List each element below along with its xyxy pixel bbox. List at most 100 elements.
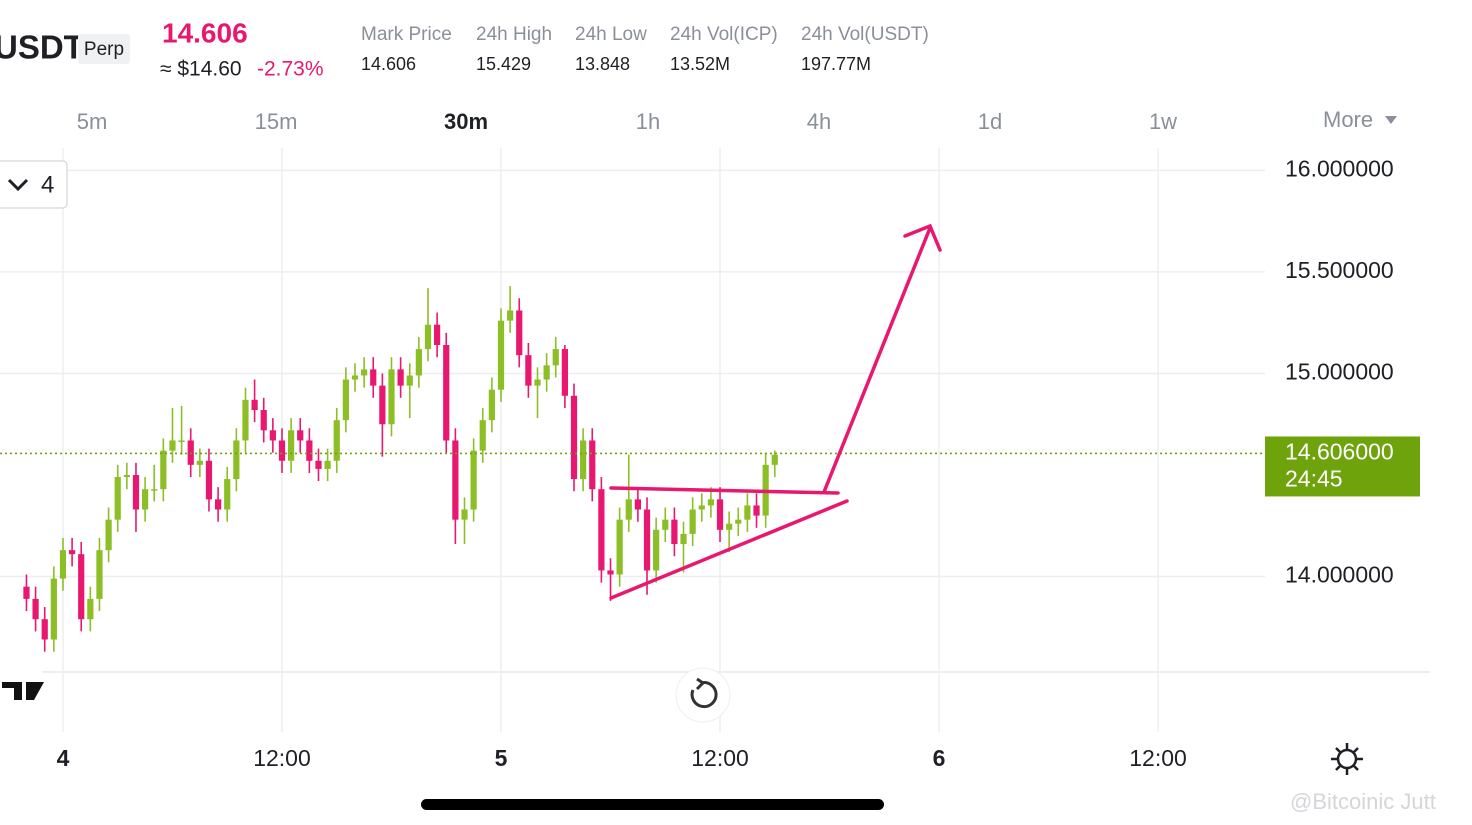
- y-tick-label: 16.000000: [1285, 155, 1394, 181]
- approx-price: ≈ $14.60: [160, 58, 242, 81]
- candle-body: [306, 440, 313, 461]
- candle-body: [361, 369, 368, 376]
- candle-body: [443, 345, 450, 441]
- stat-label: 24h High: [476, 24, 552, 45]
- candle-body: [479, 420, 486, 451]
- timeframe[interactable]: 5m: [77, 109, 108, 134]
- candle-body: [707, 499, 714, 506]
- candle-body: [771, 454, 778, 465]
- candle-body: [224, 479, 231, 510]
- candle-body: [689, 509, 696, 534]
- candle-body: [552, 349, 559, 366]
- timeframe[interactable]: 15m: [255, 109, 298, 134]
- stat-label: 24h Vol(ICP): [670, 24, 778, 45]
- candle-body: [68, 550, 76, 555]
- stat-label: 24h Vol(USDT): [801, 24, 929, 45]
- candle-body: [388, 369, 395, 425]
- contract: Perp: [84, 39, 124, 60]
- timeframe[interactable]: 1w: [1149, 109, 1177, 134]
- candle-body: [735, 519, 742, 524]
- candle-body: [680, 533, 687, 545]
- candle-body: [543, 365, 550, 380]
- candle-body: [415, 349, 422, 376]
- candle-body: [333, 420, 340, 461]
- candle-body: [123, 474, 130, 478]
- x-tick-label: 12:00: [253, 745, 311, 771]
- candle-body: [370, 369, 377, 386]
- candle-body: [434, 324, 441, 346]
- candle-body: [105, 519, 112, 551]
- settings-icon[interactable]: [1336, 748, 1358, 770]
- candle-body: [634, 499, 641, 510]
- stats: Mark Price 14.606 24h High 15.429 24h Low 13.…: [361, 24, 929, 74]
- replay-arrow: [695, 677, 706, 691]
- timeframes: 5m 15m 30m 1h 4h 1d 1w: [77, 109, 1177, 134]
- stat-value: 14.606: [361, 54, 416, 74]
- candle-body: [23, 586, 30, 599]
- stat-label: Mark Price: [361, 24, 452, 45]
- perp-badge: [78, 34, 130, 64]
- indicator-dropdown[interactable]: [0, 160, 68, 209]
- arrow-head: [903, 223, 942, 252]
- candle-body: [625, 499, 632, 520]
- candle-body: [470, 450, 477, 510]
- candle-body: [196, 460, 203, 465]
- candle-body: [653, 529, 660, 571]
- more-caret: [1385, 116, 1397, 124]
- candle-body: [78, 554, 85, 620]
- chevron: [7, 178, 29, 192]
- x-tick-label: 4: [57, 745, 70, 771]
- candle-body: [251, 399, 258, 410]
- stat-value: 13.52M: [670, 54, 730, 74]
- candle-body: [452, 440, 459, 520]
- candle-body: [607, 570, 614, 575]
- candle-body: [342, 379, 349, 421]
- candle-body: [114, 477, 121, 520]
- arrow-shaft: [822, 226, 932, 494]
- candle-body: [698, 505, 705, 510]
- change: -2.73%: [257, 58, 324, 81]
- more[interactable]: More: [1323, 107, 1373, 132]
- timeframe[interactable]: 30m: [444, 109, 488, 134]
- timeframe[interactable]: 1h: [636, 109, 660, 134]
- stat-value: 13.848: [575, 54, 630, 74]
- candle-body: [132, 474, 140, 510]
- candle-body: [726, 523, 733, 530]
- x-tick-label: 5: [495, 745, 508, 771]
- candle-body: [497, 320, 505, 390]
- candle-body: [324, 460, 331, 469]
- candle-body: [525, 355, 532, 386]
- candle-body: [278, 440, 286, 461]
- candle-body: [96, 550, 103, 599]
- countdown: 24:45: [1285, 466, 1343, 492]
- candle-body: [50, 578, 57, 640]
- replay-button[interactable]: [675, 667, 731, 723]
- replay-icon: [690, 681, 718, 709]
- annotations: [609, 223, 942, 600]
- candle-body: [643, 509, 651, 571]
- candle-body: [516, 310, 523, 356]
- candle-body: [288, 430, 295, 461]
- candle-body: [233, 440, 240, 480]
- candle-body: [87, 598, 94, 620]
- stat-value: 15.429: [476, 54, 531, 74]
- candle-body: [397, 369, 404, 386]
- candle-body: [269, 430, 276, 441]
- timeframe[interactable]: 4h: [807, 109, 831, 134]
- indicator-count: 4: [41, 171, 54, 198]
- settings-teeth: [1331, 743, 1363, 775]
- timeframe[interactable]: 1d: [978, 109, 1002, 134]
- symbol: USDT: [0, 29, 84, 66]
- x-tick-label: 12:00: [691, 745, 749, 771]
- candle-body: [297, 430, 304, 441]
- candle-body: [315, 460, 322, 469]
- y-tick-label: 15.500000: [1285, 257, 1394, 283]
- candle-body: [507, 310, 514, 321]
- candle-body: [169, 440, 176, 451]
- price-tag: [1265, 436, 1420, 497]
- candle-body: [753, 505, 760, 516]
- stat-value: 197.77M: [801, 54, 871, 74]
- candle-body: [570, 395, 578, 480]
- home-indicator: [421, 799, 884, 810]
